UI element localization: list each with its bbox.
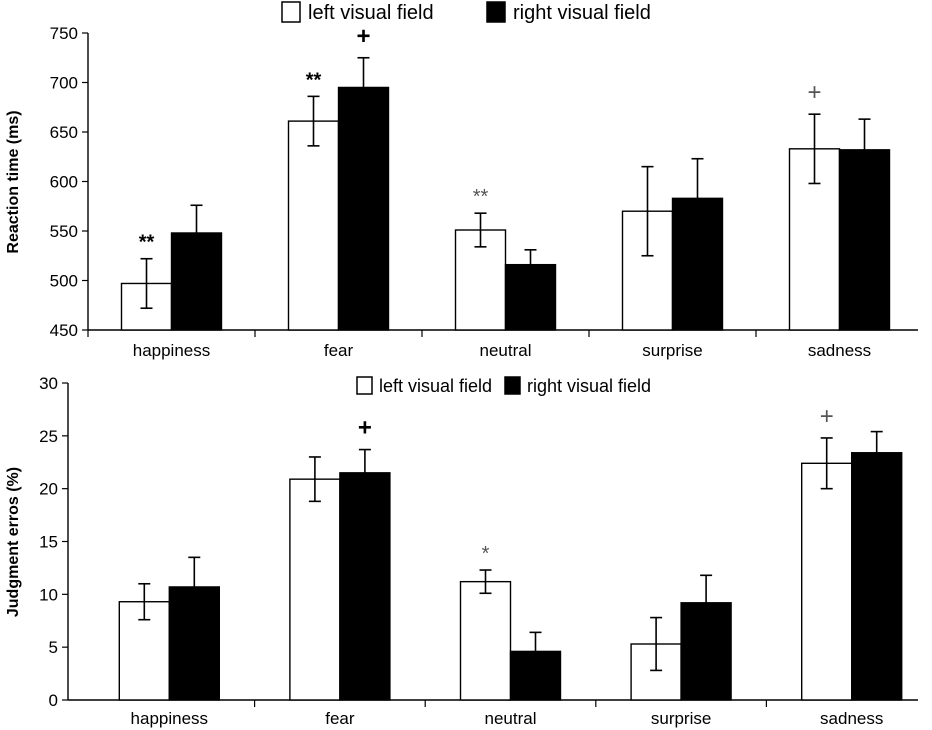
x-tick-label: surprise xyxy=(642,341,702,360)
significance-marker: ** xyxy=(139,232,155,254)
legend-label-left: left visual field xyxy=(308,2,434,24)
bar-right-visual-field xyxy=(339,472,391,701)
reaction-time-panel: left visual field right visual field Rea… xyxy=(5,1,918,360)
bar-left-visual-field xyxy=(287,120,340,331)
x-tick-label: neutral xyxy=(480,341,532,360)
y-tick-label: 30 xyxy=(39,374,58,393)
y-tick-label: 10 xyxy=(39,585,58,604)
bar-left-visual-field xyxy=(459,580,512,701)
legend: left visual field right visual field xyxy=(356,376,651,396)
significance-marker: + xyxy=(356,23,370,50)
y-tick-label: 550 xyxy=(50,222,78,241)
x-tick-label: neutral xyxy=(485,709,537,728)
x-tick-label: happiness xyxy=(131,709,209,728)
significance-marker: ** xyxy=(473,186,489,208)
significance-marker: ** xyxy=(306,69,322,91)
y-tick-label: 600 xyxy=(50,173,78,192)
x-tick-label: happiness xyxy=(133,341,211,360)
legend-label-right: right visual field xyxy=(513,2,651,24)
significance-marker: * xyxy=(482,543,490,565)
y-tick-label: 750 xyxy=(50,24,78,43)
y-tick-label: 20 xyxy=(39,480,58,499)
bar-left-visual-field xyxy=(289,478,341,701)
x-tick-label: surprise xyxy=(651,709,711,728)
y-tick-label: 650 xyxy=(50,123,78,142)
y-tick-label: 500 xyxy=(50,272,78,291)
legend-swatch-right xyxy=(486,1,506,23)
legend-swatch-left xyxy=(281,1,301,23)
significance-marker: + xyxy=(820,403,834,430)
y-tick-label: 450 xyxy=(50,321,78,340)
x-tick-label: fear xyxy=(324,341,354,360)
y-tick-label: 5 xyxy=(49,638,58,657)
y-tick-label: 25 xyxy=(39,427,58,446)
legend-swatch-left xyxy=(356,376,373,395)
legend: left visual field right visual field xyxy=(281,1,651,24)
bar-right-visual-field xyxy=(504,263,557,331)
legend-label-right: right visual field xyxy=(527,376,651,396)
significance-marker: + xyxy=(358,415,372,442)
legend-swatch-right xyxy=(504,376,521,395)
bar-right-visual-field xyxy=(337,86,390,331)
y-tick-label: 0 xyxy=(49,691,58,710)
significance-marker: + xyxy=(807,79,821,106)
x-tick-label: sadness xyxy=(820,709,883,728)
judgment-errors-panel: left visual field right visual field Jud… xyxy=(5,374,918,728)
bar-right-visual-field xyxy=(851,452,903,701)
y-axis-label: Reaction time (ms) xyxy=(5,110,22,253)
y-axis-label: Judgment erros (%) xyxy=(5,467,22,617)
y-tick-label: 15 xyxy=(39,533,58,552)
legend-label-left: left visual field xyxy=(379,376,492,396)
x-tick-label: sadness xyxy=(808,341,871,360)
bar-left-visual-field xyxy=(801,462,853,701)
x-tick-label: fear xyxy=(325,709,355,728)
y-tick-label: 700 xyxy=(50,74,78,93)
